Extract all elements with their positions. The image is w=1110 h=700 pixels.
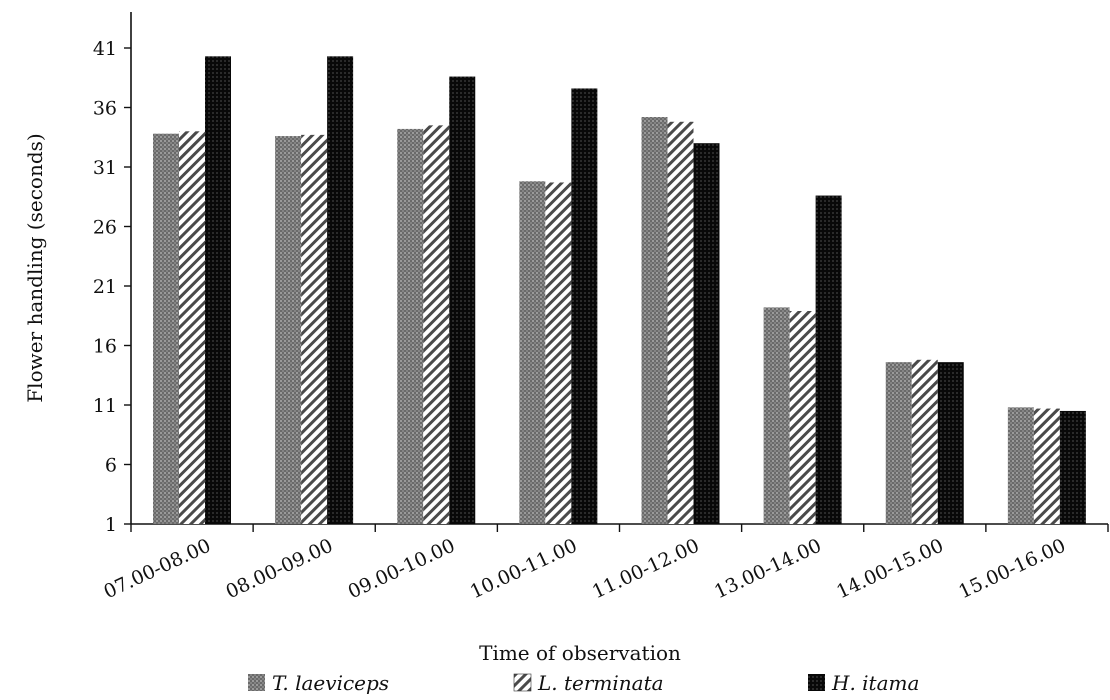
- bar-l-terminata: [545, 182, 572, 524]
- legend-swatch-t-laeviceps: [248, 674, 265, 691]
- bar-h-itama: [937, 362, 964, 524]
- x-tick-label: 10.00-11.00: [467, 535, 581, 604]
- bar-l-terminata: [667, 121, 694, 524]
- y-axis-title: Flower handling (seconds): [23, 133, 47, 402]
- x-tick-label: 09.00-10.00: [345, 535, 459, 604]
- bar-t-laeviceps: [153, 133, 179, 524]
- y-tick-label: 1: [105, 514, 117, 536]
- bar-h-itama: [693, 143, 720, 524]
- y-tick-label: 26: [93, 217, 117, 239]
- bar-h-itama: [449, 76, 476, 524]
- bar-t-laeviceps: [397, 128, 424, 525]
- bar-h-itama: [815, 195, 842, 524]
- bar-l-terminata: [423, 125, 450, 524]
- y-tick-label: 31: [93, 157, 117, 179]
- x-axis-title: Time of observation: [479, 641, 681, 665]
- y-tick-label: 21: [93, 276, 117, 298]
- legend-swatch-h-itama: [808, 674, 825, 691]
- bar-l-terminata: [179, 131, 205, 525]
- x-ticks: 07.00-08.00 08.00-09.00 09.00-10.00 10.00-1…: [100, 524, 1109, 604]
- x-tick-label: 15.00-16.00: [955, 535, 1069, 604]
- legend-swatch-l-terminata: [513, 673, 532, 692]
- bar-l-terminata: [789, 310, 816, 524]
- bar-l-terminata: [301, 134, 328, 524]
- bars: [153, 56, 1086, 525]
- bar-t-laeviceps: [1007, 407, 1034, 524]
- bar-t-laeviceps: [885, 362, 912, 524]
- bar-h-itama: [327, 56, 354, 524]
- bar-t-laeviceps: [763, 307, 790, 524]
- bar-l-terminata: [1033, 408, 1060, 524]
- x-tick-label: 08.00-09.00: [223, 535, 337, 604]
- y-tick-label: 11: [93, 395, 117, 417]
- x-tick-label: 14.00-15.00: [833, 535, 947, 604]
- legend-label-t-laeviceps: T. laeviceps: [272, 671, 389, 695]
- bar-t-laeviceps: [641, 117, 668, 525]
- bar-t-laeviceps: [519, 181, 546, 524]
- bar-t-laeviceps: [275, 136, 302, 524]
- bar-h-itama: [1059, 410, 1086, 524]
- y-tick-label: 16: [93, 336, 117, 358]
- x-tick-label: 13.00-14.00: [711, 535, 825, 604]
- legend-label-l-terminata: L. terminata: [537, 671, 664, 695]
- y-tick-label: 41: [93, 38, 117, 60]
- x-tick-label: 07.00-08.00: [100, 535, 214, 604]
- y-tick-label: 6: [105, 455, 117, 477]
- y-tick-label: 36: [93, 98, 117, 120]
- bar-h-itama: [571, 88, 598, 525]
- bar-l-terminata: [911, 359, 938, 524]
- legend-label-h-itama: H. itama: [831, 671, 919, 695]
- legend: T. laeviceps L. terminata H. itama: [248, 671, 919, 695]
- x-tick-label: 11.00-12.00: [589, 535, 703, 604]
- bar-h-itama: [205, 56, 231, 524]
